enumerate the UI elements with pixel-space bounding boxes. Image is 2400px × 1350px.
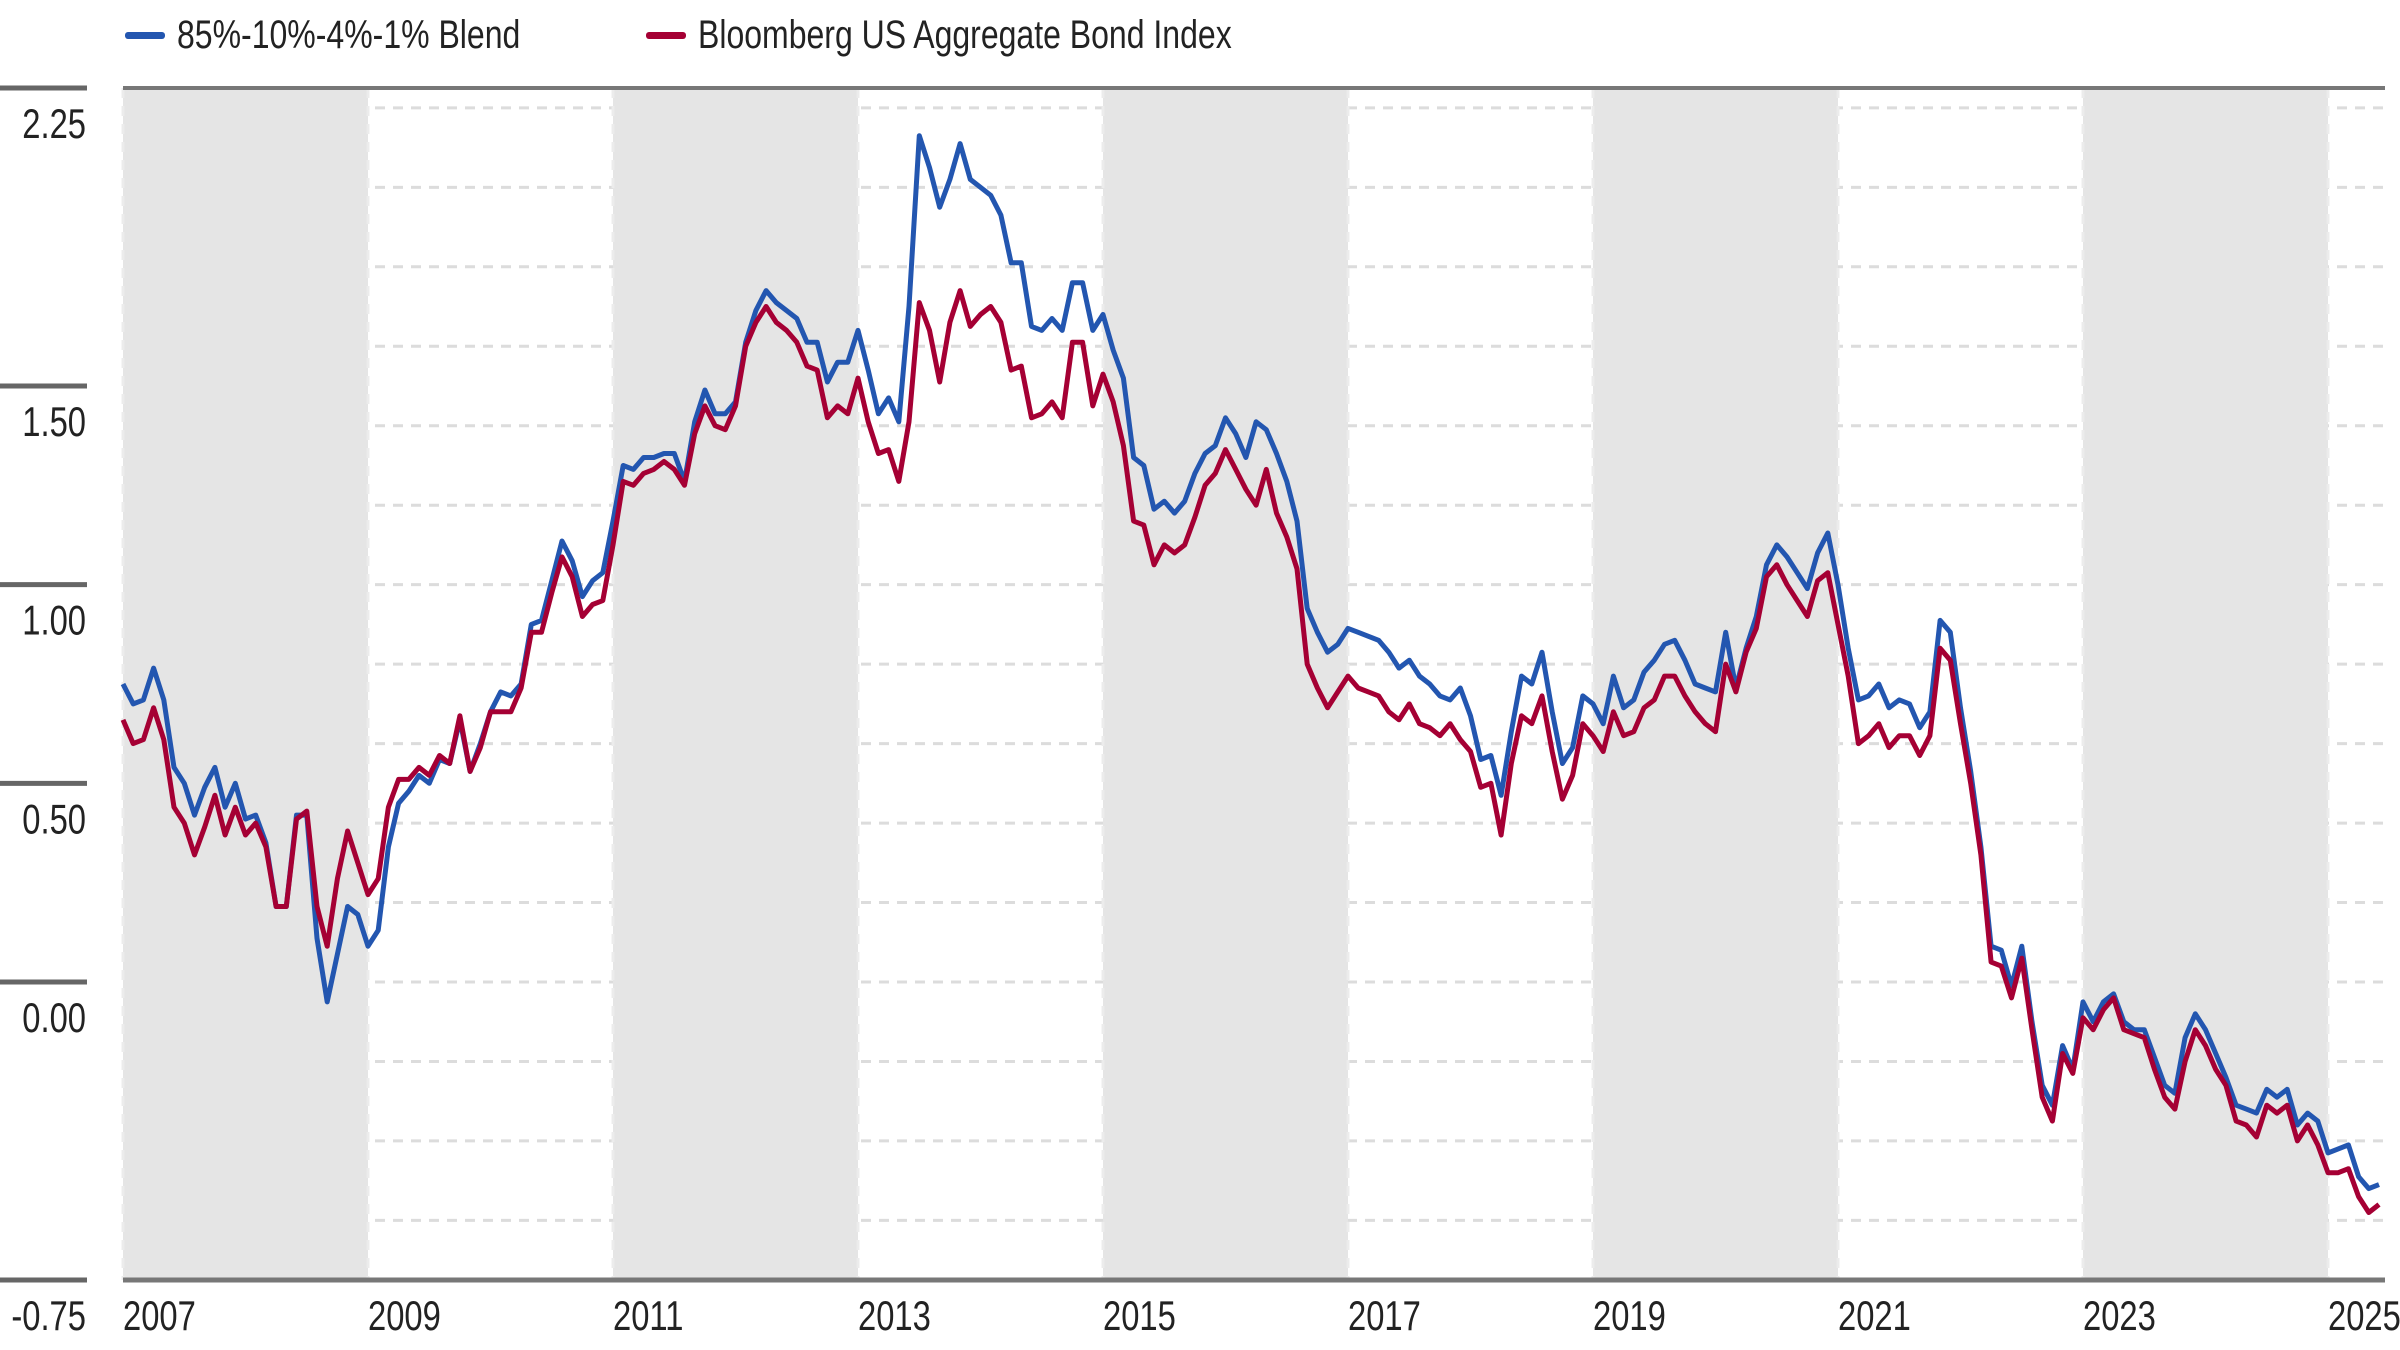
shaded-band <box>123 88 368 1280</box>
shaded-band <box>613 88 858 1280</box>
y-tick-label: 1.50 <box>22 398 86 445</box>
shaded-band <box>2083 88 2328 1280</box>
y-tick-label: 0.00 <box>22 994 86 1041</box>
legend-label-bloomberg-agg: Bloomberg US Aggregate Bond Index <box>698 12 1232 57</box>
x-tick-label: 2017 <box>1348 1292 1421 1339</box>
legend-swatch-bloomberg-agg <box>646 31 687 39</box>
y-tick-label: -0.75 <box>11 1292 86 1339</box>
y-tick-label: 2.25 <box>22 100 86 147</box>
x-tick-label: 2023 <box>2083 1292 2156 1339</box>
series-line-bloomberg-agg <box>120 288 2381 1215</box>
x-tick-label: 2021 <box>1838 1292 1911 1339</box>
x-tick-label: 2011 <box>613 1292 683 1339</box>
x-tick-label: 2013 <box>858 1292 931 1339</box>
x-tick-label: 2007 <box>123 1292 196 1339</box>
legend: 85%-10%-4%-1% Blend Bloomberg US Aggrega… <box>125 10 1405 60</box>
y-tick-label: 0.50 <box>22 795 86 842</box>
series-line-blend <box>120 133 2380 1192</box>
y-tick-label: 1.00 <box>22 597 86 644</box>
shaded-band <box>1103 88 1348 1280</box>
legend-item-blend: 85%-10%-4%-1% Blend <box>125 13 606 58</box>
legend-label-blend: 85%-10%-4%-1% Blend <box>177 12 521 57</box>
legend-item-bloomberg-agg: Bloomberg US Aggregate Bond Index <box>646 13 1365 58</box>
legend-swatch-blend <box>125 31 165 39</box>
x-tick-label: 2015 <box>1103 1292 1176 1339</box>
x-tick-label: 2019 <box>1593 1292 1666 1339</box>
x-tick-label: 2025 <box>2328 1292 2400 1339</box>
x-tick-label: 2009 <box>368 1292 441 1339</box>
